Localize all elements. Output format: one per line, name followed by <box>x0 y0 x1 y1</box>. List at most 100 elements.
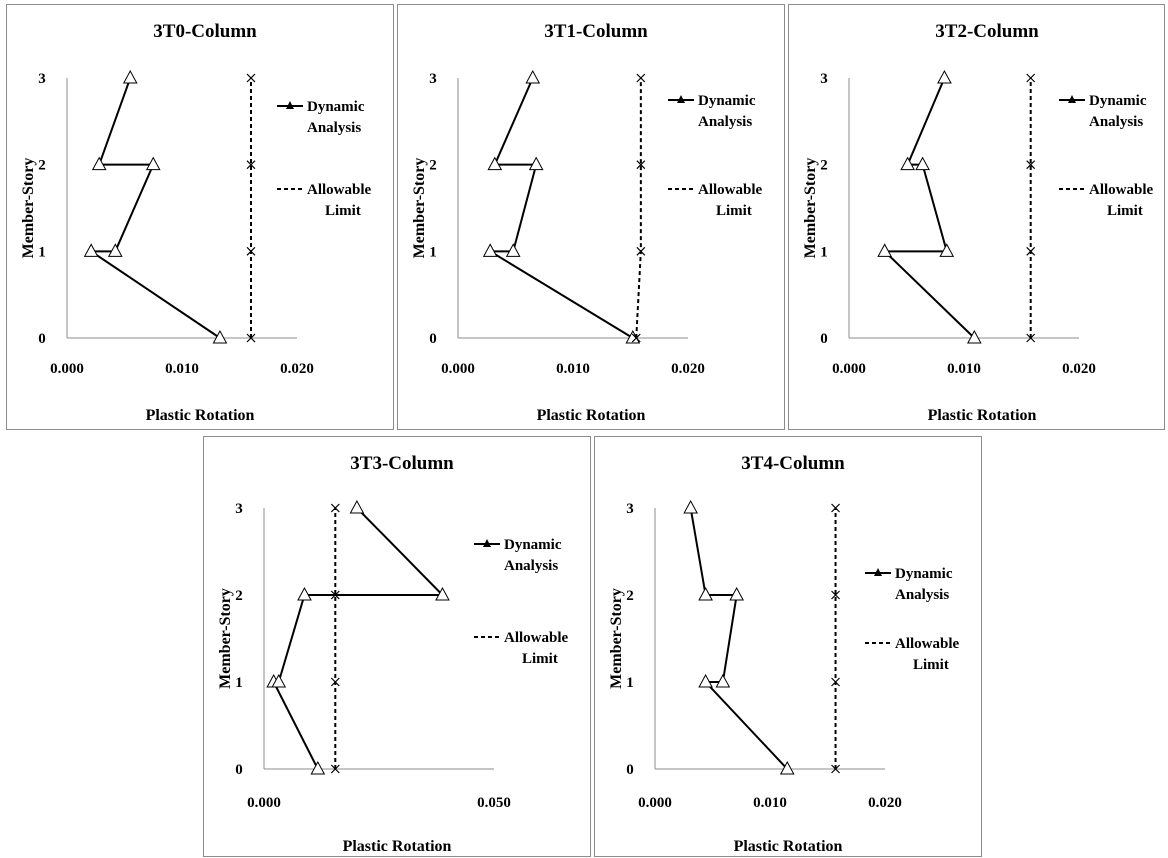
y-axis-label: Member-Story <box>411 158 428 259</box>
x-tick-label: 0.050 <box>477 795 511 811</box>
dynamic-analysis-line <box>486 77 634 339</box>
allowable-limit-point <box>831 590 840 600</box>
dynamic-analysis-point <box>482 243 498 257</box>
chart-title: 3T2-Column <box>935 21 1039 42</box>
chart-panel-3t0: 3T0-Column 0 1 2 3 0.000 0.010 0.020 Plastic Rot… <box>6 4 394 430</box>
allowable-limit-point <box>330 503 340 513</box>
x-tick-label: 0.010 <box>556 361 590 377</box>
x-axis-label: Plastic Rotation <box>146 407 255 424</box>
chart-svg: 3T2-Column 0 1 2 3 0.000 0.010 0.020 Plastic Rot… <box>802 21 1154 424</box>
dynamic-analysis-point <box>145 156 161 171</box>
y-tick-label: 0 <box>820 331 828 347</box>
chart-panel-3t1: 3T1-Column 0 1 2 3 0.000 0.010 0.020 Plastic Rot… <box>397 4 785 430</box>
allowable-limit-point <box>330 590 340 600</box>
dynamic-analysis-point <box>487 156 503 171</box>
y-tick-label: 0 <box>38 331 46 347</box>
legend-limit-label: Allowable <box>698 182 763 198</box>
legend-limit-label: Limit <box>325 203 361 219</box>
dynamic-analysis-line <box>882 77 976 339</box>
legend-limit-label: Allowable <box>504 630 569 646</box>
chart-svg: 3T3-Column 0 1 2 3 0.000 0.050 Plastic Rotation… <box>217 453 569 855</box>
x-axis-label: Plastic Rotation <box>343 838 452 855</box>
legend-limit-label: Limit <box>716 203 752 219</box>
x-tick-label: 0.010 <box>947 361 981 377</box>
dynamic-analysis-point <box>435 586 450 601</box>
allowable-limit-point <box>246 246 256 256</box>
y-tick-label: 0 <box>235 762 243 778</box>
x-tick-label: 0.010 <box>165 361 199 377</box>
dynamic-analysis-point <box>349 499 365 514</box>
legend-dynamic-label: Dynamic <box>895 566 953 582</box>
dynamic-analysis-point <box>271 673 287 688</box>
dynamic-analysis-point <box>937 69 952 84</box>
chart-panel-3t2: 3T2-Column 0 1 2 3 0.000 0.010 0.020 Plastic Rot… <box>788 4 1165 430</box>
x-tick-label: 0.020 <box>868 795 902 811</box>
legend-dynamic-marker <box>1068 95 1076 103</box>
chart-title: 3T3-Column <box>350 453 454 474</box>
legend-limit-label: Limit <box>1107 203 1143 219</box>
dynamic-analysis-point <box>83 243 99 257</box>
x-tick-label: 0.020 <box>280 361 314 377</box>
dynamic-analysis-point <box>939 243 955 257</box>
legend-limit-label: Allowable <box>1089 182 1154 198</box>
legend-limit-label: Limit <box>522 651 558 667</box>
legend-dynamic-label: Analysis <box>504 558 558 574</box>
dynamic-analysis-point <box>505 243 521 257</box>
legend-dynamic-marker <box>483 539 491 547</box>
dynamic-analysis-line <box>689 507 788 770</box>
allowable-limit-point <box>1026 160 1036 170</box>
y-tick-label: 1 <box>429 244 437 260</box>
chart-title: 3T1-Column <box>544 21 648 42</box>
dynamic-analysis-line <box>87 77 221 339</box>
y-tick-label: 1 <box>38 244 46 260</box>
chart-panel-3t4: 3T4-Column 0 1 2 3 0.000 0.010 0.020 Plastic Rot… <box>594 436 982 857</box>
legend-dynamic-label: Dynamic <box>698 93 756 109</box>
dynamic-analysis-point <box>729 586 744 601</box>
allowable-limit-point <box>246 73 256 83</box>
dynamic-analysis-line <box>272 507 445 770</box>
dynamic-analysis-point <box>915 156 930 171</box>
allowable-limit-point <box>1026 246 1036 256</box>
y-tick-label: 2 <box>235 588 243 604</box>
allowable-limit-line <box>635 78 642 339</box>
allowable-limit-point <box>246 333 256 343</box>
dynamic-analysis-point <box>91 156 107 171</box>
allowable-limit-point <box>1026 333 1036 343</box>
dynamic-analysis-point <box>683 499 698 514</box>
allowable-limit-point <box>636 246 646 256</box>
legend-dynamic-label: Dynamic <box>307 99 365 115</box>
allowable-limit-point <box>246 160 256 170</box>
legend-limit-label: Allowable <box>895 636 960 652</box>
y-tick-label: 0 <box>626 762 634 778</box>
chart-panel-3t3: 3T3-Column 0 1 2 3 0.000 0.050 Plastic Rotation… <box>203 436 591 857</box>
y-tick-label: 2 <box>429 158 437 174</box>
x-tick-label: 0.020 <box>671 361 705 377</box>
dynamic-analysis-point <box>122 69 138 84</box>
x-tick-label: 0.010 <box>753 795 787 811</box>
allowable-limit-point <box>636 73 646 83</box>
allowable-limit-point <box>330 677 340 687</box>
chart-svg: 3T0-Column 0 1 2 3 0.000 0.010 0.020 Plastic Rot… <box>20 21 372 424</box>
y-axis-label: Member-Story <box>20 158 37 259</box>
x-axis-label: Plastic Rotation <box>734 838 843 855</box>
legend-dynamic-label: Dynamic <box>1089 93 1147 109</box>
legend-limit-label: Limit <box>913 657 949 673</box>
y-tick-label: 2 <box>626 588 634 604</box>
x-tick-label: 0.020 <box>1062 361 1096 377</box>
dynamic-analysis-point <box>779 760 795 775</box>
allowable-limit-point <box>831 764 840 774</box>
y-tick-label: 0 <box>429 331 437 347</box>
y-tick-label: 1 <box>626 675 634 691</box>
chart-title: 3T0-Column <box>153 21 257 42</box>
y-tick-label: 3 <box>820 71 828 87</box>
legend-dynamic-marker <box>874 568 882 576</box>
y-tick-label: 1 <box>820 244 828 260</box>
allowable-limit-point <box>330 764 340 774</box>
chart-svg: 3T4-Column 0 1 2 3 0.000 0.010 0.020 Plastic Rot… <box>608 453 960 855</box>
chart-svg: 3T1-Column 0 1 2 3 0.000 0.010 0.020 Plastic Rot… <box>411 21 763 424</box>
x-tick-label: 0.000 <box>50 361 84 377</box>
legend-dynamic-label: Dynamic <box>504 537 562 553</box>
y-tick-label: 3 <box>626 501 634 517</box>
dynamic-analysis-point <box>900 156 915 171</box>
allowable-limit-point <box>1026 73 1036 83</box>
